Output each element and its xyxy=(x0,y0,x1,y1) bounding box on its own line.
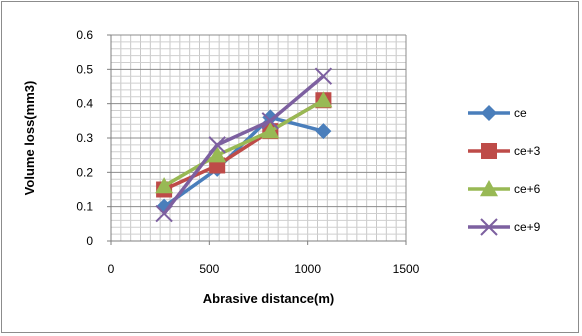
data-point xyxy=(155,204,173,223)
data-point-stroke xyxy=(314,67,333,85)
data-point-stroke xyxy=(208,136,226,154)
legend-entry: ce+6 xyxy=(468,180,541,197)
series-line xyxy=(162,74,325,215)
series-line xyxy=(163,98,325,188)
legend-entry: ce+9 xyxy=(468,218,541,236)
legend-label: ce+9 xyxy=(514,220,541,234)
series-group xyxy=(155,67,333,223)
legend-swatch-marker xyxy=(481,143,497,159)
y-tick-label: 0.6 xyxy=(76,28,93,42)
legend: ce ce+3 ce+6 ce+9 xyxy=(468,105,541,236)
legend-label: ce+6 xyxy=(514,182,541,196)
legend-swatch-marker-stroke xyxy=(480,218,498,236)
x-axis-title: Abrasive distance(m) xyxy=(203,291,335,306)
x-tick-label: 500 xyxy=(199,262,219,276)
data-point-stroke xyxy=(261,112,280,130)
data-point xyxy=(261,122,280,139)
data-point-stroke xyxy=(155,204,173,223)
y-tick-label: 0 xyxy=(86,234,93,248)
data-point xyxy=(155,177,174,194)
data-point xyxy=(314,67,333,85)
series-ce xyxy=(156,109,332,215)
legend-swatch-marker xyxy=(480,180,498,197)
y-tick-label: 0.4 xyxy=(76,97,93,111)
y-tick-label: 0.2 xyxy=(76,165,93,179)
legend-label: ce+3 xyxy=(514,144,541,158)
series-ceplus6 xyxy=(155,91,333,194)
y-axis-title: Volume loss(mm3) xyxy=(22,81,37,196)
x-tick-label: 1000 xyxy=(294,262,321,276)
legend-swatch-marker xyxy=(481,105,497,121)
x-tick-label: 1500 xyxy=(393,262,420,276)
legend-entry: ce xyxy=(468,105,527,121)
data-point xyxy=(314,91,333,108)
data-point xyxy=(208,146,227,163)
series-ceplus9 xyxy=(155,67,333,223)
data-point xyxy=(261,112,280,130)
data-point xyxy=(315,123,332,140)
legend-swatch-marker xyxy=(480,218,498,236)
axes: 0 0.1 0.2 0.3 0.4 0.5 0.6 0 500 1000 1500 xyxy=(76,28,419,276)
legend-label: ce xyxy=(514,106,527,120)
legend-entry: ce+3 xyxy=(468,143,541,159)
y-tick-label: 0.1 xyxy=(76,200,93,214)
x-tick-label: 0 xyxy=(108,262,115,276)
data-point xyxy=(208,136,226,154)
y-tick-label: 0.3 xyxy=(76,131,93,145)
y-tick-label: 0.5 xyxy=(76,62,93,76)
